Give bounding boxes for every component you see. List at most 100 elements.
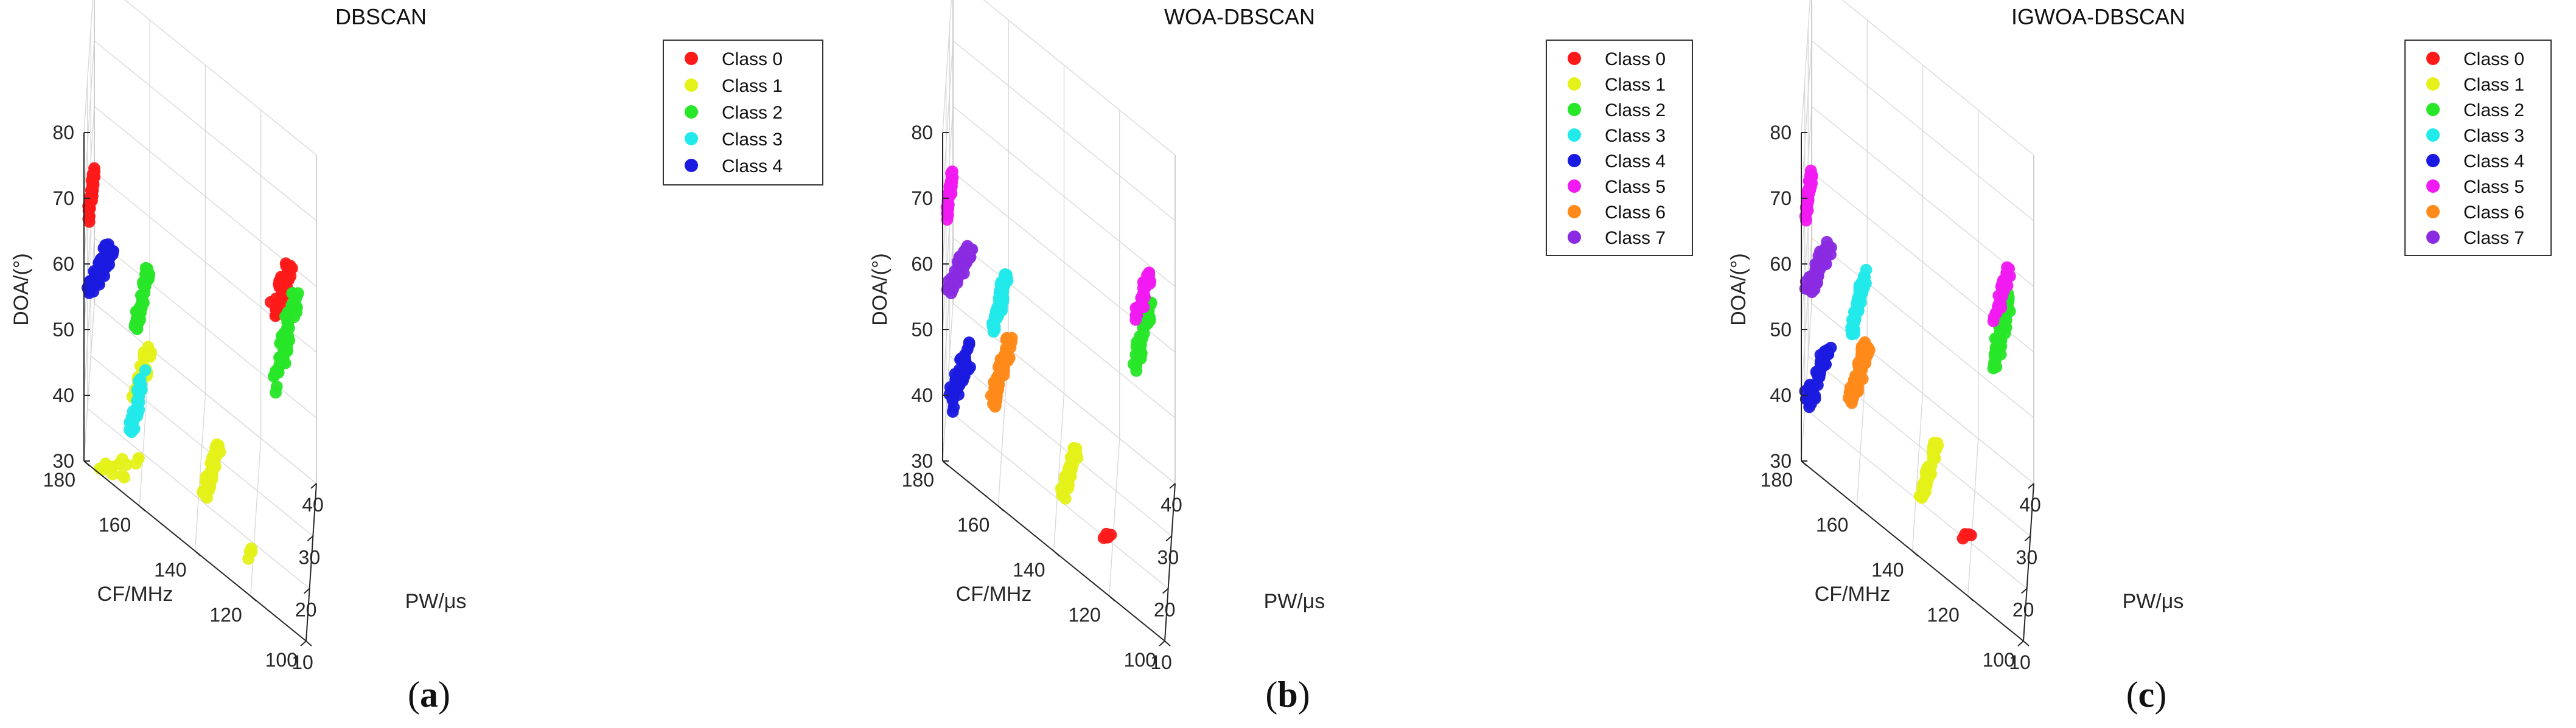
x-tick [1169,483,1176,489]
legend-label-0: Class 0 [1605,49,1666,69]
z-tick-label: 80 [52,122,74,144]
data-point-class-7 [951,274,964,287]
y-tick-label: 100 [265,649,298,671]
data-point-class-1 [1927,451,1939,463]
grid-line [94,106,317,287]
x-tick-label: 30 [299,546,321,568]
caption-paren: ( [1265,674,1277,715]
y-tick [1164,640,1171,647]
y-tick-label: 180 [902,469,934,491]
caption-paren: ) [438,674,450,715]
x-tick-label: 10 [1150,651,1172,673]
chart-title: DBSCAN [335,4,427,29]
y-tick [1053,550,1060,556]
z-tick-label: 60 [1770,253,1792,275]
chart-title: WOA-DBSCAN [1164,4,1315,29]
data-point-class-6 [1854,353,1867,366]
data-point-class-5 [1134,300,1147,312]
data-point-class-7 [1818,255,1831,268]
x-axis-line [2023,483,2034,642]
y-tick-label: 140 [154,559,186,581]
legend-marker-5 [1568,179,1581,193]
data-point-class-4 [958,370,971,382]
legend: Class 0 Class 1 Class 2 Class 3 Class 4 [663,40,823,185]
data-point-class-1 [1059,492,1072,505]
legend-marker-1 [685,78,698,92]
legend-marker-3 [1568,128,1581,142]
data-point-class-1 [106,468,119,480]
z-tick-label: 60 [52,253,74,275]
data-point-class-4 [92,276,105,288]
data-point-class-3 [1848,316,1860,328]
y-tick-label: 140 [1013,559,1045,581]
legend-marker-2 [2426,103,2440,116]
data-point-class-3 [1851,303,1863,316]
data-point-class-2 [291,301,303,314]
data-point-class-1 [1921,471,1933,484]
data-point-class-4 [1799,385,1812,398]
x-tick [2028,483,2034,489]
x-tick [300,640,307,647]
data-point-class-4 [97,252,109,265]
data-point-class-6 [1001,341,1014,354]
legend-label-3: Class 3 [2463,126,2524,146]
data-point-class-5 [1137,287,1150,300]
y-tick-label: 120 [1927,604,1959,626]
data-point-class-5 [1801,200,1813,213]
legend-marker-7 [1568,231,1581,244]
y-axis-label: CF/MHz [956,583,1032,606]
x-axis-line [1164,483,1176,642]
data-point-class-5 [1992,289,2005,302]
data-point-class-3 [139,364,152,376]
grid-line [83,0,94,133]
data-point-class-5 [942,187,955,199]
grid-line [942,0,952,133]
grid-line [1801,0,1811,133]
grid-line [250,438,262,597]
data-point-class-6 [1850,384,1863,397]
z-tick-label: 30 [911,450,933,472]
legend-label-1: Class 1 [722,76,783,96]
grid-line [83,237,95,396]
data-point-class-3 [991,305,1004,318]
x-axis-label: PW/μs [2123,590,2184,613]
caption-paren: ( [2126,674,2138,715]
data-point-class-5 [941,205,954,218]
y-tick-label: 180 [43,469,75,491]
data-point-class-3 [1846,328,1858,341]
data-point-class-2 [277,330,290,342]
x-tick [307,535,313,542]
legend-label-1: Class 1 [1605,75,1666,95]
data-point-class-5 [1137,276,1150,288]
y-tick [83,460,90,466]
legend: Class 0 Class 1 Class 2 Class 3 Class 4 Class… [2404,40,2552,256]
data-point-class-2 [274,358,286,370]
legend-label-3: Class 3 [1605,126,1666,146]
grid-line [1911,393,1924,552]
data-point-class-7 [962,253,974,266]
data-point-class-0 [1964,529,1977,541]
x-tick-label: 20 [2012,599,2034,621]
data-point-class-0 [86,168,99,181]
legend-label-0: Class 0 [722,49,783,69]
y-tick-label: 100 [1983,649,2015,671]
x-tick-label: 30 [2016,546,2038,568]
grid-line [942,237,954,396]
data-point-class-5 [1803,182,1815,195]
legend-label-4: Class 4 [722,156,783,176]
data-point-class-0 [282,266,295,278]
data-point-class-2 [1132,345,1145,358]
data-points [1799,164,2016,545]
legend-marker-1 [2426,77,2440,91]
data-point-class-0 [82,213,95,225]
z-tick-label: 30 [52,450,74,472]
grid-line [1109,438,1120,597]
z-tick-label: 40 [911,384,933,406]
y-tick-label: 120 [209,604,242,626]
data-point-class-3 [1001,274,1014,287]
grid-line [1801,40,1812,199]
y-tick-label: 100 [1124,649,1156,671]
y-tick [942,460,949,466]
chart-title: IGWOA-DBSCAN [2011,4,2185,29]
